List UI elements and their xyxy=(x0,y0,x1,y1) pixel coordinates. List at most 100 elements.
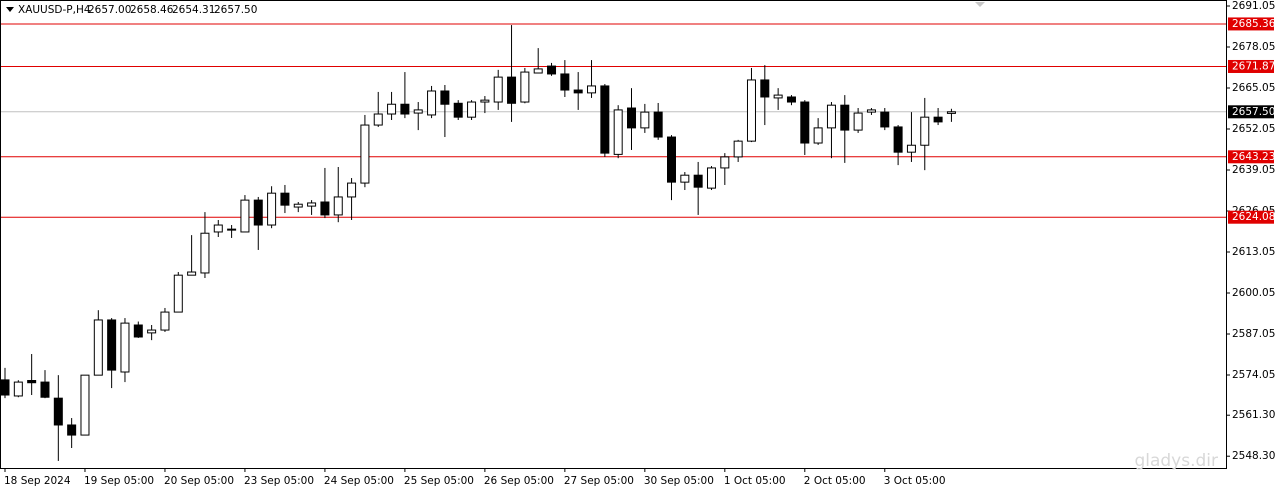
candle-body xyxy=(453,102,463,118)
candle-body xyxy=(427,90,437,116)
candle-body xyxy=(520,71,530,103)
candle-body xyxy=(880,111,890,128)
level-label-bg xyxy=(1228,105,1274,119)
candle-body xyxy=(560,73,570,91)
x-tick-label: 30 Sep 05:00 xyxy=(644,475,714,487)
candle-body xyxy=(866,109,876,113)
candle-body xyxy=(413,109,423,114)
candle-body xyxy=(467,101,477,118)
candle-body xyxy=(720,156,730,169)
candle-body xyxy=(333,196,343,216)
level-label: 2624.08 xyxy=(1232,211,1275,223)
candle-body xyxy=(760,79,770,98)
candle-body xyxy=(107,319,117,371)
y-tick-label: 2561.30 xyxy=(1232,409,1275,421)
y-tick-label: 2548.30 xyxy=(1232,450,1275,462)
level-label-bg xyxy=(1228,150,1274,164)
plot-frame xyxy=(0,0,1227,469)
x-tick-label: 26 Sep 05:00 xyxy=(484,475,554,487)
x-tick-label: 2 Oct 05:00 xyxy=(804,475,866,487)
y-tick-label: 2652.05 xyxy=(1232,123,1275,135)
x-tick-label: 18 Sep 2024 xyxy=(4,475,71,487)
candle-body xyxy=(493,76,503,103)
candle-body xyxy=(360,124,370,184)
candle-body xyxy=(373,113,383,126)
candle-body xyxy=(213,224,223,233)
candle-body xyxy=(320,201,330,216)
candle-body xyxy=(13,381,23,397)
candle-body xyxy=(573,89,583,94)
candle-body xyxy=(267,192,277,226)
candle-body xyxy=(240,199,250,233)
level-label-bg xyxy=(1228,210,1274,224)
candle-body xyxy=(53,397,63,426)
candle-body xyxy=(826,104,836,129)
candle-body xyxy=(800,101,810,144)
candle-body xyxy=(0,379,10,396)
candle-body xyxy=(786,96,796,103)
x-tick-label: 1 Oct 05:00 xyxy=(724,475,786,487)
candle-body xyxy=(653,111,663,138)
candle-body xyxy=(67,424,77,436)
shift-marker xyxy=(975,2,985,7)
x-tick-label: 24 Sep 05:00 xyxy=(324,475,394,487)
candle-body xyxy=(706,167,716,189)
candle-body xyxy=(547,65,557,75)
candle-body xyxy=(733,140,743,158)
candle-body xyxy=(920,116,930,146)
candle-body xyxy=(906,144,916,153)
candle-body xyxy=(187,271,197,276)
candle-body xyxy=(200,232,210,274)
y-tick-label: 2587.05 xyxy=(1232,328,1275,340)
x-tick-label: 25 Sep 05:00 xyxy=(404,475,474,487)
candle-body xyxy=(147,329,157,334)
candle-body xyxy=(693,174,703,188)
candle-body xyxy=(600,85,610,154)
level-label: 2643.23 xyxy=(1232,151,1275,163)
ohlc-label: 2654.31 xyxy=(172,4,215,16)
candle-body xyxy=(640,111,650,129)
candle-body xyxy=(507,76,517,104)
level-label: 2685.36 xyxy=(1232,18,1276,30)
candle-body xyxy=(227,228,237,231)
candle-body xyxy=(307,202,317,207)
candle-body xyxy=(893,126,903,153)
candle-body xyxy=(667,136,676,183)
candle-body xyxy=(400,103,410,115)
ohlc-label: 2657.50 xyxy=(214,4,257,16)
candle-body xyxy=(946,111,956,114)
candle-body xyxy=(93,319,103,376)
x-tick-label: 27 Sep 05:00 xyxy=(564,475,634,487)
candle-body xyxy=(440,90,450,105)
ohlc-label: 2657.00 xyxy=(88,4,131,16)
candle-body xyxy=(253,199,263,226)
candle-body xyxy=(280,192,290,206)
x-tick-label: 20 Sep 05:00 xyxy=(164,475,234,487)
candle-body xyxy=(160,311,170,331)
candle-body xyxy=(27,380,37,384)
level-label: 2671.87 xyxy=(1232,60,1275,72)
symbol: XAUUSD-P,H4 xyxy=(18,4,91,16)
level-label-bg xyxy=(1228,17,1274,31)
level-label-bg xyxy=(1228,59,1274,73)
y-tick-label: 2613.05 xyxy=(1232,246,1275,258)
candle-body xyxy=(173,274,183,313)
x-tick-label: 23 Sep 05:00 xyxy=(244,475,314,487)
x-tick-label: 3 Oct 05:00 xyxy=(884,475,946,487)
y-tick-label: 2639.05 xyxy=(1232,164,1275,176)
collapse-arrow xyxy=(6,7,14,12)
candle-body xyxy=(80,374,90,436)
candle-body xyxy=(347,182,357,198)
y-tick-label: 2600.05 xyxy=(1232,287,1275,299)
candle-body xyxy=(587,85,597,94)
watermark: gladys.dir xyxy=(1134,451,1218,471)
y-tick-label: 2574.05 xyxy=(1232,369,1275,381)
level-label: 2657.50 xyxy=(1232,106,1275,118)
candle-body xyxy=(627,107,637,129)
candle-body xyxy=(120,322,130,373)
candle-body xyxy=(933,116,943,123)
candle-body xyxy=(840,104,850,131)
candle-body xyxy=(387,103,397,115)
ohlc-label: 2658.46 xyxy=(130,4,174,16)
